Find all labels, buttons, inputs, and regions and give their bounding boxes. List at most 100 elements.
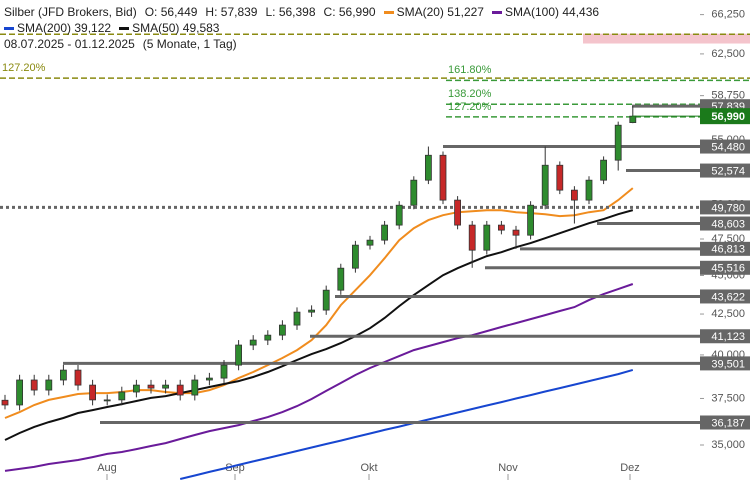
candle-body [337,267,345,291]
candle-body [147,384,155,389]
candle-body [556,164,564,191]
ohlc-item: C: 56,990 [324,4,376,20]
candle-body [293,311,301,326]
candle-body [278,324,286,336]
legend-value: 51,227 [447,5,484,19]
legend-swatch [4,27,14,31]
candle-body [351,244,359,269]
ohlc-item: H: 57,839 [205,4,257,20]
candle-body [614,124,622,161]
legend-row: Silber (JFD Brokers, Bid) O: 56,449 H: 57,… [4,4,599,20]
ohlc-value: 56,990 [338,5,376,19]
ohlc-key: L: [265,5,276,19]
level-label: 46,813 [711,244,745,256]
candle-body [162,384,170,389]
candle-body [220,364,228,379]
level-label: 43,622 [711,291,745,303]
level-box [700,356,750,371]
date-range: 08.07.2025 - 01.12.2025 [4,37,135,51]
current-price-label: 56,990 [711,111,745,123]
level-box [700,241,750,256]
level-box [700,200,750,215]
candle-body [468,224,476,251]
ohlc-value: 57,839 [220,5,258,19]
candle-body [60,369,67,381]
candle-body [454,199,462,226]
sma-line [4,187,634,419]
y-tick-label: 37,500 [711,392,745,404]
candle-body [30,379,38,391]
legend-name: SMA(100) [504,5,559,19]
candle-body [366,239,374,246]
candle-body [571,189,578,201]
fib-label: 127.20% [2,62,46,74]
legend-name: SMA(200) [17,21,72,35]
target-zone [583,33,750,44]
level-box [700,260,750,275]
level-box [700,329,750,344]
level-label: 41,123 [711,331,745,343]
ohlc-key: O: [144,5,158,19]
ohlc-key: C: [323,5,336,19]
x-tick-label: Nov [498,462,518,474]
ohlc-value: 56,398 [278,5,316,19]
legend-value: 44,436 [562,5,600,19]
level-label: 48,603 [711,218,745,230]
y-tick-label: 42,500 [711,308,745,320]
candle-body [249,339,257,346]
level-label: 52,574 [711,165,745,177]
sma-line [4,283,634,472]
y-tick-label: 66,250 [711,9,745,21]
level-label: 54,480 [711,141,745,153]
legend-swatch [491,11,502,15]
x-tick-label: Aug [97,462,117,474]
level-label: 49,780 [711,202,745,214]
legend-value: 39,122 [74,21,112,35]
candle-body [103,399,111,402]
candle-body [308,309,316,313]
level-label: 36,187 [711,417,745,429]
legend: Silber (JFD Brokers, Bid) O: 56,449 H: 57,… [4,4,599,52]
ohlc-item: L: 56,398 [265,4,315,20]
legend-name: SMA(20) [396,5,444,19]
legend-row: 08.07.2025 - 01.12.2025 (5 Monate, 1 Tag) [4,36,599,52]
fib-label: 161.80% [448,64,492,76]
y-tick-label: 62,500 [711,48,745,60]
candle-body [483,224,491,251]
legend-name: SMA(50) [132,21,180,35]
sma-line [4,209,634,441]
candle-body [395,204,403,226]
candle-body [629,115,637,123]
level-box [700,289,750,304]
level-label: 39,501 [711,358,745,370]
candle-body [585,179,593,201]
sma-line [179,368,634,480]
level-box [700,415,750,430]
period: (5 Monate, 1 Tag) [142,37,237,51]
candle-body [600,159,607,181]
candle-body [191,379,199,396]
ohlc-value: 56,449 [160,5,198,19]
fib-label: 138.20% [448,88,492,100]
candle-body [527,204,534,236]
candle-body [381,224,389,241]
candle-body [439,154,447,201]
legend-entry: SMA(200) 39,122 [4,20,111,36]
legend-row: SMA(200) 39,122 SMA(50) 49,583 [4,20,599,36]
legend-value: 49,583 [182,21,220,35]
candle-body [118,391,126,401]
candle-body [322,289,330,311]
level-box [700,139,750,154]
candle-body [45,379,53,391]
candle-body [235,344,243,366]
legend-entry: SMA(100) 44,436 [491,4,600,20]
x-tick-label: Dez [620,462,640,474]
legend-entry: SMA(50) 49,583 [119,20,219,36]
current-price-box [700,108,750,125]
y-tick-label: 58,750 [711,90,745,102]
candle-body [410,179,418,206]
candle-body [512,229,520,236]
ohlc-item: O: 56,449 [145,4,198,20]
